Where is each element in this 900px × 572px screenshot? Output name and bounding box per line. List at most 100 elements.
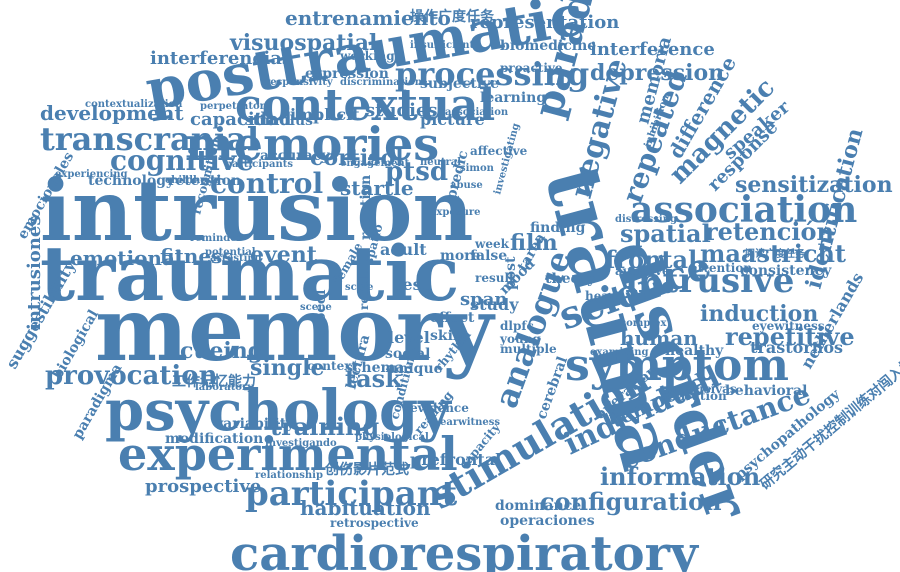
word-more-112: more <box>440 248 481 264</box>
word-behavioral-73: behavioral <box>725 383 808 399</box>
word-arresting-163: arresting <box>210 253 262 264</box>
word-attention-117: attention <box>690 261 752 275</box>
word-simon-154: simon <box>460 163 495 174</box>
word-false-113: false <box>470 248 507 264</box>
word-experimental-10: experimental <box>118 427 458 481</box>
word-complex-141: complex <box>620 318 667 329</box>
word-expression-83: expression <box>305 66 389 82</box>
word-abuse-153: abuse <box>450 180 483 191</box>
word-symptom-11: symptom <box>565 340 789 391</box>
word-implicit-89: implicit <box>290 105 360 124</box>
word-emotional-44: emotional <box>70 246 183 270</box>
word-psychology-5: psychology <box>105 378 452 444</box>
word-childhood-127: childhood <box>165 175 221 186</box>
word-perpetrator-124: perpetrator <box>200 101 266 112</box>
word-association-15: association <box>630 189 857 231</box>
word-intrusion-1: intrusion <box>40 161 473 260</box>
word-retenci-n-32: retención <box>705 217 834 246</box>
word-intrusivas-120: intrusivas <box>670 382 737 396</box>
word-cjk-170: 操作广度任务 <box>410 8 495 25</box>
word-heart-139: heart <box>585 289 621 303</box>
word-interferencias-62: interferencias <box>150 48 292 69</box>
word-social-101: social <box>385 346 430 362</box>
word-participant-17: participant <box>245 474 457 514</box>
word-finding-138: finding <box>530 220 586 236</box>
word-test-106: test <box>395 275 430 294</box>
word-learning-86: learning <box>480 90 546 106</box>
word-unique-102: unique <box>388 361 443 377</box>
word-young-136: young <box>499 332 541 346</box>
word-frontal-30: frontal <box>605 245 697 274</box>
word-span-108: span <box>460 289 507 310</box>
word-cueing-47: cueing <box>180 338 263 364</box>
word-scene-149: scene <box>300 302 332 313</box>
word-transcranial-19: transcranial <box>40 120 259 158</box>
word-cognitive-24: cognitive <box>110 144 254 177</box>
word-earwitness-158: earwitness <box>440 417 500 428</box>
word-biomedicine-63: biomedicine <box>500 38 596 54</box>
word-exposure-161: exposure <box>430 207 481 218</box>
word-human-97: human <box>620 326 698 350</box>
word-context-104: context <box>307 359 357 373</box>
word-protocol-105: protocol <box>313 290 329 356</box>
word-interference-58: interference <box>590 39 715 60</box>
word-representation-59: representation <box>470 12 619 33</box>
word-habituation-43: habituation <box>300 496 431 520</box>
word-trastornos-71: trastornos <box>750 338 843 357</box>
word-film-51: film <box>510 230 558 256</box>
word-multiple-137: multiple <box>500 342 557 356</box>
word-picture-91: picture <box>420 110 485 129</box>
word-result-109: result <box>475 271 515 285</box>
word-relationship-145: relationship <box>255 470 323 481</box>
word-control-22: control <box>210 167 323 200</box>
word-technology-93: technology <box>88 173 175 189</box>
word-theory-98: theory <box>545 271 596 287</box>
word-cardiorespiratory-9: cardiorespiratory <box>230 526 700 572</box>
word-discrimination-123: discrimination <box>340 77 423 88</box>
word-post-114: post <box>503 256 519 290</box>
word-dominance-74: dominance <box>495 498 581 514</box>
word-distressing-159: distressing <box>615 214 677 225</box>
word-evidence-133: evidence <box>410 401 469 415</box>
word-association-169: association <box>445 107 509 118</box>
word-responsivity-125: responsivity <box>265 77 334 88</box>
word-eyewitness-121: eyewitness <box>752 319 825 333</box>
word-physiological-146: physiological <box>355 432 429 443</box>
word-maastricht-33: maastricht <box>700 239 846 268</box>
word-consistency-64: consistency <box>740 263 832 279</box>
word-recall-147: recall <box>357 271 371 310</box>
word-information-28: information <box>600 462 760 491</box>
word-cjk-173: 阅读广度任务 <box>745 247 806 260</box>
word-operaciones-75: operaciones <box>500 513 595 529</box>
word-potential-152: potential <box>205 247 256 258</box>
word-retrospective-76: retrospective <box>330 516 419 530</box>
word-affective-88: affective <box>470 144 528 158</box>
word-level-100: level <box>388 328 430 347</box>
word-schema-103: schema <box>345 360 404 376</box>
word-memories-7: memories <box>185 117 439 171</box>
word-contextualization-126: contextualization <box>85 99 183 110</box>
word-investigating-162: investigating <box>492 122 522 196</box>
word-dlpfc-135: dlpfc <box>500 319 534 333</box>
word-investigando-144: investigando <box>265 438 337 449</box>
word-laboratory-143: laboratory <box>195 382 254 393</box>
word-cortisol-52: cortisol <box>310 145 404 171</box>
word-scale-148: scale <box>345 282 373 293</box>
word-study-99: study <box>470 295 519 314</box>
word-subjective-85: subjective <box>420 76 499 92</box>
word-engagement-156: engagement <box>340 158 410 169</box>
word-neutral-155: neutral <box>420 157 461 168</box>
word-spatial-31: spatial <box>620 219 711 248</box>
word-cjk-171: 工作记忆能力 <box>172 373 256 390</box>
word-accuracy-95: accuracy <box>260 148 330 164</box>
word-retention-94: retention <box>168 173 241 189</box>
word-activation-119: activation <box>660 389 727 403</box>
word-single-48: single <box>250 355 324 381</box>
word-reminder-150: reminder <box>190 233 243 244</box>
word-prefrontal-68: prefrontal <box>410 450 501 469</box>
word-entrenamiento-38: entrenamiento <box>285 6 451 30</box>
word-reaction-166: reaction <box>358 175 374 240</box>
word-proactive-87: proactive <box>500 61 563 75</box>
word-effect-110: effect <box>430 310 475 326</box>
word-traumatic-2: traumatic <box>40 229 460 318</box>
